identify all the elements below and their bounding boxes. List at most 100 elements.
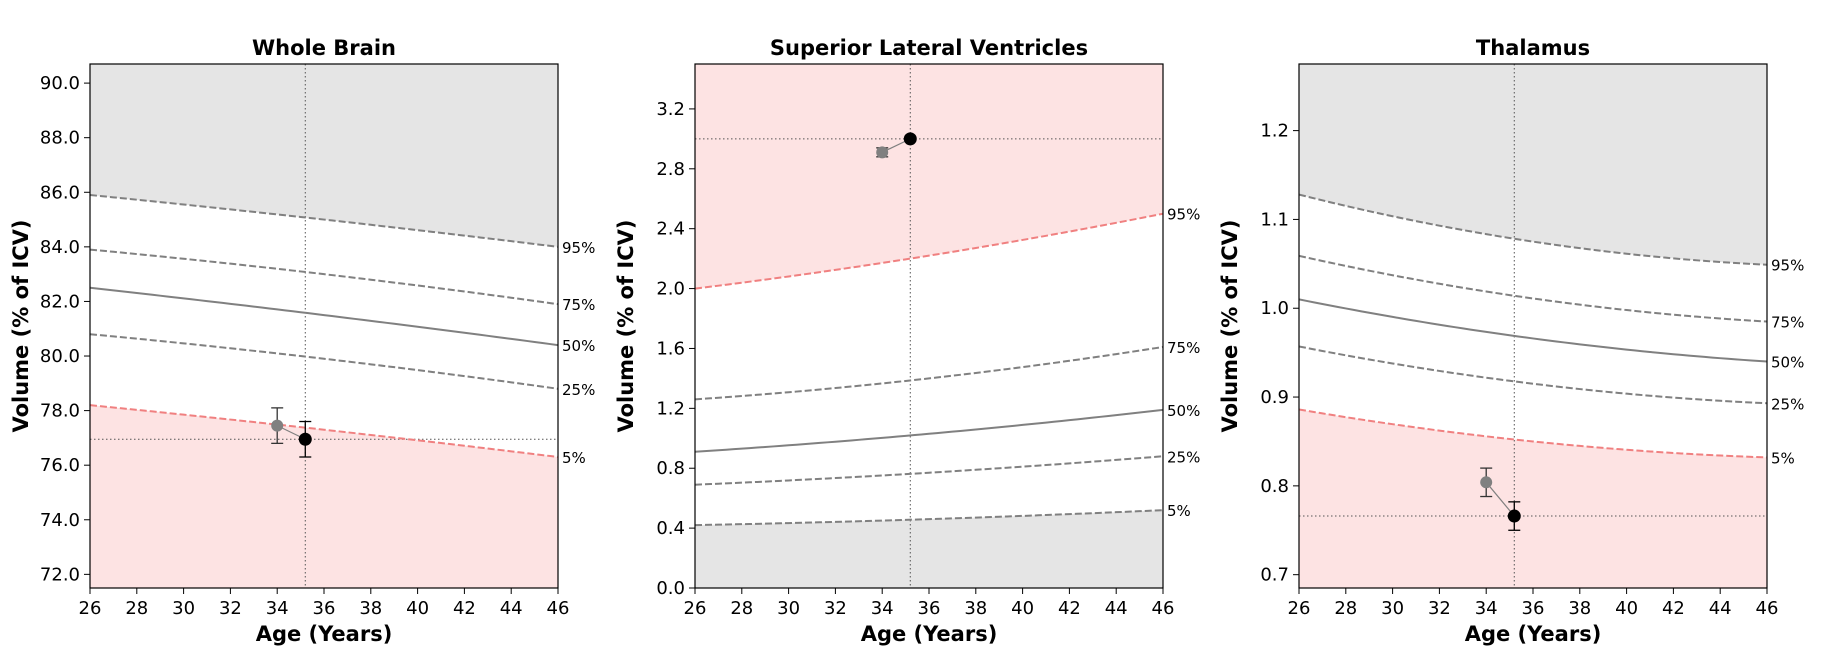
x-tick-label: 26	[1288, 598, 1311, 619]
chart-title: Thalamus	[1476, 36, 1590, 60]
x-tick-label: 40	[1011, 598, 1034, 619]
x-tick-label: 44	[1709, 598, 1732, 619]
x-tick-label: 34	[266, 598, 289, 619]
points-connector	[1485, 481, 1515, 517]
chart-panel-1: 26 28 30 32 34 36 38 40 42 44 46 72.0 74.0 76.0 78.0 80…	[9, 36, 595, 646]
y-tick-label: 80.0	[40, 346, 80, 367]
y-tick-label: 1.2	[1260, 121, 1289, 142]
y-tick-label: 76.0	[40, 455, 80, 476]
y-tick-label: 90.0	[40, 73, 80, 94]
y-tick-label: 0.8	[656, 458, 685, 479]
upper-shade-region	[1299, 64, 1767, 265]
percentile-label: 5%	[562, 449, 586, 467]
percentile-curve-75pct	[695, 345, 1163, 401]
percentile-curve-5pct	[1299, 408, 1767, 459]
percentile-curve-95pct	[695, 212, 1163, 290]
upper-shade-region	[695, 64, 1163, 289]
x-axis-label: Age (Years)	[861, 622, 998, 646]
x-tick-label: 26	[684, 598, 707, 619]
y-tick-label: 2.8	[656, 159, 685, 180]
percentile-curve-25pct	[1299, 345, 1767, 405]
x-tick-label: 34	[871, 598, 894, 619]
percentile-curve-75pct	[90, 248, 558, 306]
percentile-label: 25%	[562, 381, 595, 399]
x-tick-label: 38	[1568, 598, 1591, 619]
y-tick-label: 84.0	[40, 237, 80, 258]
x-tick-label: 30	[172, 598, 195, 619]
data-point-current	[1507, 509, 1521, 523]
chart-title: Superior Lateral Ventricles	[770, 36, 1088, 60]
x-tick-label: 34	[1475, 598, 1498, 619]
y-tick-label: 1.2	[656, 398, 685, 419]
x-tick-label: 36	[918, 598, 941, 619]
percentile-label: 75%	[1771, 314, 1804, 332]
percentile-label: 95%	[562, 239, 595, 257]
x-tick-label: 28	[730, 598, 753, 619]
upper-shade-region	[90, 64, 558, 247]
x-tick-label: 26	[79, 598, 102, 619]
y-tick-label: 74.0	[40, 510, 80, 531]
y-axis-label: Volume (% of ICV)	[9, 219, 33, 432]
percentile-label: 50%	[1771, 354, 1804, 372]
y-tick-label: 0.8	[1260, 476, 1289, 497]
percentile-label: 5%	[1771, 449, 1795, 467]
percentile-label: 95%	[1771, 257, 1804, 275]
chart-panel-2: 26 28 30 32 34 36 38 40 42 44 46 0.0 0.4 0.8 1.2 1.6 2.0…	[614, 36, 1200, 646]
y-tick-label: 72.0	[40, 564, 80, 585]
percentile-curve-50pct	[90, 286, 558, 347]
x-tick-label: 32	[824, 598, 847, 619]
percentile-curve-50pct	[1299, 298, 1767, 363]
y-tick-label: 2.4	[656, 219, 685, 240]
x-tick-label: 36	[313, 598, 336, 619]
percentile-label: 25%	[1167, 448, 1200, 466]
percentile-label: 75%	[562, 296, 595, 314]
x-tick-label: 42	[453, 598, 476, 619]
chart-panel-3: 26 28 30 32 34 36 38 40 42 44 46 0.7 0.8 0.9 1.0 1.1 1.2…	[1218, 36, 1804, 646]
x-tick-label: 30	[777, 598, 800, 619]
y-axis-label: Volume (% of ICV)	[1218, 219, 1242, 432]
percentile-label: 75%	[1167, 339, 1200, 357]
data-point-current	[298, 432, 312, 446]
x-tick-label: 28	[125, 598, 148, 619]
percentile-curve-75pct	[1299, 254, 1767, 323]
x-axis-label: Age (Years)	[256, 622, 393, 646]
percentile-curve-25pct	[695, 455, 1163, 486]
y-tick-label: 1.0	[1260, 298, 1289, 319]
percentile-curve-25pct	[90, 333, 558, 390]
x-tick-label: 32	[1428, 598, 1451, 619]
percentile-label: 5%	[1167, 502, 1191, 520]
y-tick-label: 0.4	[656, 518, 685, 539]
plot-area	[695, 64, 1163, 588]
y-tick-label: 1.1	[1260, 209, 1289, 230]
plot-area	[90, 64, 558, 588]
lower-shade-region	[90, 405, 558, 588]
y-axis-label: Volume (% of ICV)	[614, 219, 638, 432]
y-tick-label: 3.2	[656, 99, 685, 120]
x-tick-label: 42	[1058, 598, 1081, 619]
x-tick-label: 30	[1381, 598, 1404, 619]
y-tick-label: 2.0	[656, 279, 685, 300]
x-tick-label: 46	[1152, 598, 1175, 619]
y-tick-label: 1.6	[656, 338, 685, 359]
percentile-curve-5pct	[90, 404, 558, 458]
y-tick-label: 0.7	[1260, 565, 1289, 586]
x-tick-label: 40	[1615, 598, 1638, 619]
percentile-curve-95pct	[90, 194, 558, 248]
percentile-curve-5pct	[695, 509, 1163, 527]
y-tick-label: 82.0	[40, 291, 80, 312]
percentile-curve-95pct	[1299, 193, 1767, 266]
y-tick-label: 0.0	[656, 578, 685, 599]
y-tick-label: 0.9	[1260, 387, 1289, 408]
percentile-label: 50%	[562, 337, 595, 355]
x-tick-label: 46	[547, 598, 570, 619]
x-tick-label: 28	[1334, 598, 1357, 619]
percentile-label: 25%	[1771, 395, 1804, 413]
plot-area	[1299, 64, 1767, 588]
x-tick-label: 36	[1522, 598, 1545, 619]
lower-shade-region	[695, 510, 1163, 588]
y-tick-label: 88.0	[40, 128, 80, 149]
x-tick-label: 42	[1662, 598, 1685, 619]
x-tick-label: 46	[1756, 598, 1779, 619]
x-tick-label: 44	[500, 598, 523, 619]
